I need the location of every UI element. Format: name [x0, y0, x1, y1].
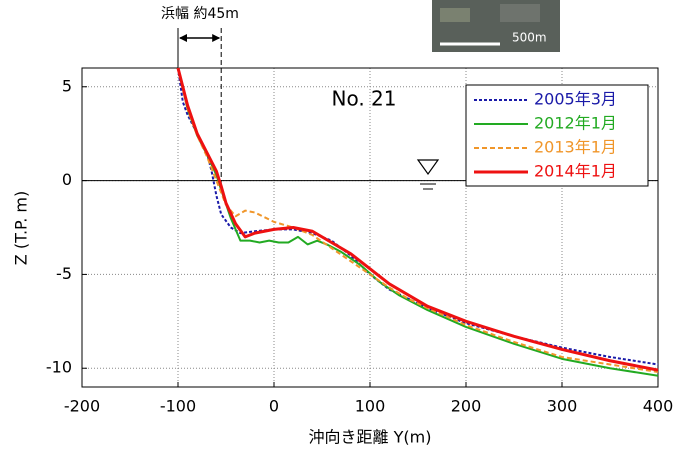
- arrow-head: [212, 34, 221, 42]
- y-tick-label: 0: [62, 170, 72, 189]
- y-tick-label: 5: [62, 76, 72, 95]
- water-level-symbol: [416, 159, 440, 190]
- legend-label: 2013年1月: [534, 138, 617, 157]
- map-scale-label: 500m: [512, 31, 547, 45]
- series-line: [177, 67, 659, 373]
- legend-label: 2005年3月: [534, 90, 617, 109]
- legend-label: 2012年1月: [534, 114, 617, 133]
- x-tick-label: 100: [355, 397, 386, 416]
- map-texture: [500, 4, 540, 22]
- arrow-head: [179, 34, 187, 42]
- x-tick-label: -200: [64, 397, 100, 416]
- x-tick-label: 0: [269, 397, 279, 416]
- x-axis-title: 沖向き距離 Y(m): [309, 428, 432, 447]
- y-tick-label: -5: [56, 264, 72, 283]
- plot-frame: [81, 67, 659, 388]
- y-axis-title: Z (T.P. m): [12, 191, 31, 265]
- series-line: [176, 67, 659, 372]
- profile-label: No. 21: [331, 87, 396, 111]
- x-tick-label: 300: [547, 397, 578, 416]
- annotation: 浜幅 約45m: [161, 6, 239, 22]
- y-tick-label: -10: [46, 358, 72, 377]
- legend-box: [465, 84, 649, 187]
- x-tick-label: 200: [451, 397, 482, 416]
- triangle: [416, 159, 440, 176]
- map-texture: [440, 8, 470, 22]
- legend-label: 2014年1月: [534, 162, 617, 181]
- x-tick-label: -100: [160, 397, 196, 416]
- x-tick-label: 400: [643, 397, 674, 416]
